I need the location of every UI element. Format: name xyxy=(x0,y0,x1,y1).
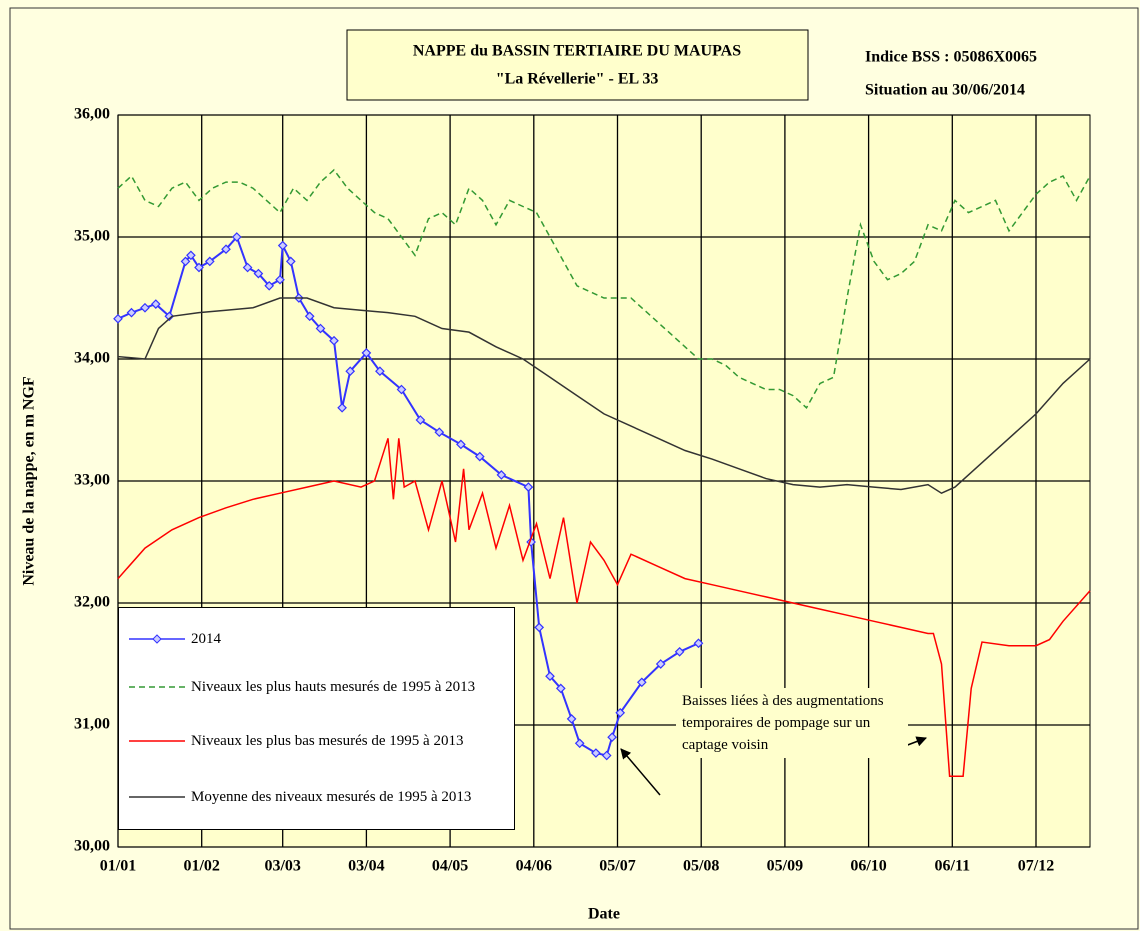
point xyxy=(275,274,285,285)
point xyxy=(337,402,347,413)
x-tick-label: 07/12 xyxy=(1018,858,1054,875)
point xyxy=(375,366,385,377)
x-tick-label: 03/03 xyxy=(264,858,300,875)
point xyxy=(140,302,150,313)
info: Indice BSS : 05086X0065 xyxy=(865,49,1037,66)
point xyxy=(180,256,191,267)
point xyxy=(693,638,704,649)
point xyxy=(126,307,137,318)
point xyxy=(591,748,601,758)
point xyxy=(456,439,466,450)
point xyxy=(186,250,196,261)
point xyxy=(607,732,617,743)
point xyxy=(523,482,534,492)
point xyxy=(615,707,626,718)
chart-title: NAPPE du BASSIN TERTIAIRE DU MAUPAS xyxy=(413,43,741,60)
frame xyxy=(9,7,1139,930)
point xyxy=(601,750,612,761)
point xyxy=(231,232,242,242)
annotation-arrow xyxy=(904,736,927,747)
point xyxy=(194,262,204,273)
point xyxy=(636,677,647,688)
point xyxy=(396,384,407,395)
point xyxy=(474,451,485,462)
point xyxy=(574,738,585,749)
point xyxy=(315,323,326,334)
series-line xyxy=(117,168,1091,409)
y-tick-label: 34,00 xyxy=(74,350,110,367)
point xyxy=(304,311,315,322)
point xyxy=(534,622,545,633)
point xyxy=(253,268,264,279)
point xyxy=(434,427,445,438)
point xyxy=(285,256,296,267)
x-tick-label: 04/05 xyxy=(432,858,468,875)
y-tick-label: 33,00 xyxy=(74,472,110,489)
point xyxy=(329,335,339,346)
legend-swatch xyxy=(129,686,185,688)
x-tick-label: 03/04 xyxy=(348,858,384,875)
y-tick-label: 30,00 xyxy=(74,838,110,855)
point xyxy=(655,659,666,669)
point xyxy=(674,646,685,657)
series-line xyxy=(117,235,699,757)
legend-swatch xyxy=(129,634,185,644)
annotation-arrow xyxy=(620,748,661,796)
point xyxy=(242,262,253,273)
x-tick-label: 06/11 xyxy=(935,858,971,875)
point xyxy=(164,311,175,322)
point xyxy=(545,671,555,682)
legend-label: Niveaux les plus hauts mesurés de 1995 à… xyxy=(191,679,476,695)
x-tick-label: 01/01 xyxy=(100,858,136,875)
point xyxy=(204,256,215,267)
point xyxy=(496,470,507,480)
legend-marker xyxy=(152,634,162,644)
y-axis-label: Niveau de la nappe, en m NGF xyxy=(21,376,38,586)
x-tick-label: 05/09 xyxy=(767,858,803,875)
x-tick-label: 06/10 xyxy=(850,858,886,875)
x-tick-label: 01/02 xyxy=(183,858,219,875)
y-tick-label: 35,00 xyxy=(74,228,110,245)
legend-label: Niveaux les plus bas mesurés de 1995 à 2… xyxy=(191,733,464,749)
x-tick-label: 05/08 xyxy=(683,858,719,875)
point xyxy=(555,683,566,694)
point xyxy=(277,240,288,251)
legend-swatch xyxy=(129,796,185,798)
x-axis-label: Date xyxy=(588,906,620,923)
info: Situation au 30/06/2014 xyxy=(865,82,1025,99)
point xyxy=(264,280,275,291)
point xyxy=(345,366,356,377)
point xyxy=(566,714,577,724)
x-tick-label: 05/07 xyxy=(599,858,635,875)
series-line xyxy=(117,297,1091,495)
legend-label: Moyenne des niveaux mesurés de 1995 à 20… xyxy=(191,789,472,805)
legend-label: 2014 xyxy=(191,631,221,647)
series-line xyxy=(117,438,1091,777)
y-tick-label: 32,00 xyxy=(74,594,110,611)
legend: 2014 Niveaux les plus hauts mesurés de 19… xyxy=(118,607,515,830)
title-box xyxy=(346,29,809,101)
x-tick-label: 04/06 xyxy=(516,858,552,875)
y-tick-label: 36,00 xyxy=(74,106,110,123)
point xyxy=(221,244,231,255)
point xyxy=(150,299,161,309)
annotation: Baisses liées à des augmentations tempor… xyxy=(676,688,908,758)
legend-swatch xyxy=(129,740,185,742)
point xyxy=(415,415,426,425)
point xyxy=(361,348,372,358)
y-tick-label: 31,00 xyxy=(74,716,110,733)
chart-subtitle: "La Révellerie" - EL 33 xyxy=(496,71,659,88)
point xyxy=(113,313,123,324)
